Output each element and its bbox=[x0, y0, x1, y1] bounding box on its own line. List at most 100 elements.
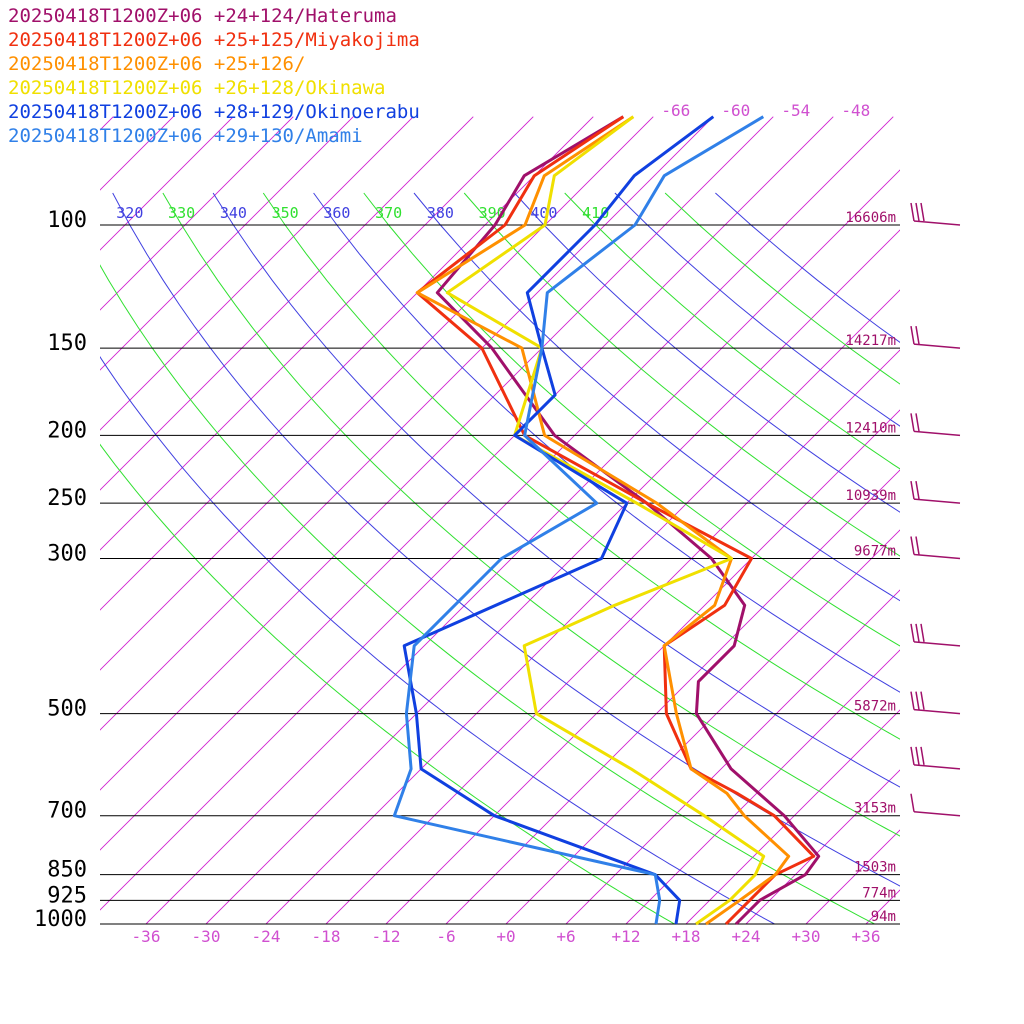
potential-temperature-line bbox=[514, 192, 900, 513]
pressure-tick-label: 200 bbox=[47, 418, 87, 443]
isotherm-line bbox=[565, 589, 900, 924]
isotherm-line bbox=[145, 169, 900, 924]
height-label: 1503m bbox=[854, 860, 896, 876]
potential-temperature-line bbox=[162, 192, 900, 837]
wind-barb bbox=[910, 413, 961, 437]
isotherm-line bbox=[100, 116, 834, 851]
temperature-tick-label: +0 bbox=[496, 927, 515, 946]
pressure-tick-label: 150 bbox=[47, 331, 87, 356]
temperature-tick-label: -12 bbox=[372, 927, 401, 946]
isotherm-line bbox=[100, 116, 474, 491]
pressure-tick-label: 250 bbox=[47, 486, 87, 511]
temperature-tick-label: -6 bbox=[436, 927, 455, 946]
pressure-tick-label: 300 bbox=[47, 542, 87, 567]
potential-temperature-line bbox=[313, 192, 900, 693]
wind-barb bbox=[910, 481, 961, 504]
theta-label: 400 bbox=[530, 204, 557, 222]
isotherm-line bbox=[385, 409, 900, 924]
pressure-tick-label: 100 bbox=[47, 208, 87, 233]
pressure-tick-label: 1000 bbox=[34, 907, 87, 932]
wind-barb bbox=[910, 325, 961, 349]
potential-temperature-line bbox=[212, 192, 900, 788]
temperature-tick-label: +24 bbox=[732, 927, 761, 946]
legend-item: 20250418T1200Z+06 +25+125/Miyakojima bbox=[8, 29, 420, 51]
legend-item: 20250418T1200Z+06 +25+126/ bbox=[8, 53, 306, 75]
isotherm-line bbox=[100, 116, 294, 311]
temperature-tick-label: +36 bbox=[852, 927, 881, 946]
wind-barb bbox=[910, 793, 961, 817]
theta-label: 380 bbox=[427, 204, 454, 222]
isotherm-line bbox=[926, 117, 1024, 924]
height-label: 12410m bbox=[845, 420, 896, 436]
temperature-profile-line bbox=[435, 115, 821, 926]
height-label: 94m bbox=[871, 909, 896, 925]
pressure-tick-label: 925 bbox=[47, 883, 87, 908]
legend-item: 20250418T1200Z+06 +28+129/Okinoerabu bbox=[8, 101, 420, 123]
pressure-tick-label: 850 bbox=[47, 858, 87, 883]
isotherm-line bbox=[100, 116, 534, 551]
height-label: 3153m bbox=[854, 801, 896, 817]
isotherm-line bbox=[100, 116, 354, 371]
isotherm-line bbox=[805, 829, 900, 924]
isotherm-line bbox=[745, 769, 900, 924]
isotherm-line bbox=[0, 117, 53, 924]
isotherm-line bbox=[685, 709, 900, 924]
temperature-tick-label: +18 bbox=[672, 927, 701, 946]
temperature-profile-line bbox=[415, 115, 791, 926]
theta-label: 350 bbox=[272, 204, 299, 222]
theta-label: 340 bbox=[220, 204, 247, 222]
theta-label: 320 bbox=[116, 204, 143, 222]
isotherm-line bbox=[325, 349, 900, 924]
potential-temperature-line bbox=[262, 192, 900, 740]
potential-temperature-line bbox=[363, 192, 900, 647]
wind-barb bbox=[910, 623, 961, 647]
isotherm-line bbox=[100, 116, 594, 611]
temperature-tick-label: +6 bbox=[556, 927, 575, 946]
wind-barb bbox=[910, 536, 961, 560]
wind-barb bbox=[910, 746, 961, 770]
isotherm-line bbox=[100, 116, 714, 731]
temperature-tick-label: +30 bbox=[792, 927, 821, 946]
isotherm-line bbox=[986, 117, 1024, 924]
legend: 20250418T1200Z+06 +24+124/Hateruma 202504… bbox=[8, 4, 420, 148]
isotherm-line bbox=[625, 649, 900, 924]
theta-label: 330 bbox=[168, 204, 195, 222]
potential-temperature-line bbox=[614, 192, 900, 427]
pressure-tick-label: 700 bbox=[47, 799, 87, 824]
height-label: 10939m bbox=[845, 488, 896, 504]
isotherm-line bbox=[265, 289, 900, 924]
legend-item: 20250418T1200Z+06 +24+124/Hateruma bbox=[8, 5, 397, 27]
theta-label: 360 bbox=[323, 204, 350, 222]
isotherm-line bbox=[205, 229, 900, 924]
isotherm-line bbox=[100, 116, 234, 251]
isotherm-label: -66 bbox=[661, 101, 690, 120]
height-label: 9677m bbox=[854, 544, 896, 560]
height-label: 5872m bbox=[854, 699, 896, 715]
potential-temperature-line bbox=[715, 192, 900, 343]
isotherm-line bbox=[100, 116, 774, 791]
temperature-profile-line bbox=[445, 115, 766, 926]
isotherm-line bbox=[100, 116, 654, 671]
wind-barb bbox=[910, 202, 961, 226]
legend-item: 20250418T1200Z+06 +29+130/Amami bbox=[8, 125, 363, 147]
temperature-profile-line bbox=[402, 115, 715, 925]
theta-label: 370 bbox=[375, 204, 402, 222]
height-label: 14217m bbox=[845, 333, 896, 349]
temperature-tick-label: -30 bbox=[192, 927, 221, 946]
temperature-profile-line bbox=[392, 115, 765, 925]
isotherm-label: -60 bbox=[721, 101, 750, 120]
height-label: 774m bbox=[862, 885, 896, 901]
isotherm-label: -54 bbox=[781, 101, 810, 120]
potential-temperature-line bbox=[100, 356, 776, 924]
temperature-tick-label: +12 bbox=[612, 927, 641, 946]
isotherm-line bbox=[100, 116, 414, 431]
height-label: 16606m bbox=[845, 210, 896, 226]
temperature-tick-label: -18 bbox=[312, 927, 341, 946]
temperature-tick-label: -24 bbox=[252, 927, 281, 946]
wind-barb bbox=[910, 691, 961, 715]
isotherm-line bbox=[100, 116, 894, 911]
pressure-tick-label: 500 bbox=[47, 697, 87, 722]
temperature-profile-line bbox=[415, 115, 816, 926]
isotherm-label: -48 bbox=[841, 101, 870, 120]
